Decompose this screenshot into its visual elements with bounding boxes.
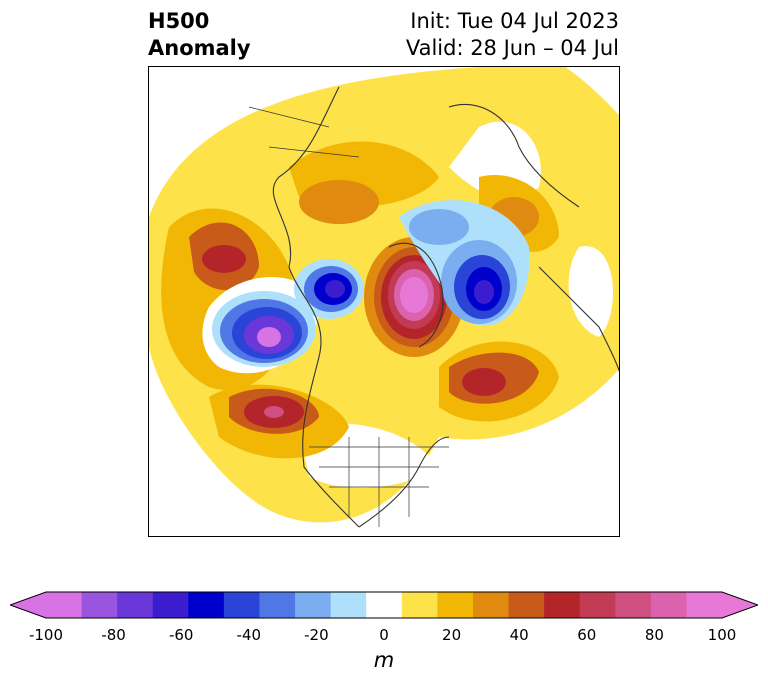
- title-field: Anomaly: [148, 36, 251, 60]
- colorbar-cell: [615, 592, 652, 618]
- colorbar-tick: -100: [28, 626, 64, 644]
- colorbar-unit: m: [373, 648, 395, 672]
- colorbar-tick: -60: [168, 626, 194, 644]
- colorbar-cell: [223, 592, 260, 618]
- valid-range: Valid: 28 Jun – 04 Jul: [405, 36, 619, 60]
- colorbar-over-arrow: [722, 592, 758, 618]
- coastlines: [272, 86, 619, 528]
- colorbar-cell: [401, 592, 438, 618]
- colorbar-tick-labels: -100 -80 -60 -40 -20 0 20 40 60 80 100: [0, 626, 768, 646]
- colorbar-cell: [544, 592, 581, 618]
- colorbar-cell: [295, 592, 332, 618]
- colorbar-tick: 0: [379, 626, 389, 644]
- colorbar-tick: 100: [707, 626, 737, 644]
- title-variable: H500: [148, 9, 210, 33]
- colorbar-under-arrow: [10, 592, 46, 618]
- colorbar-tick: -80: [101, 626, 126, 644]
- anomaly-shading: [149, 67, 619, 523]
- colorbar-cell: [366, 592, 403, 618]
- colorbar-cell: [579, 592, 616, 618]
- colorbar-cell: [437, 592, 474, 618]
- colorbar-tick: 20: [442, 626, 462, 644]
- anomaly-map: [149, 67, 619, 528]
- colorbar-tick: 60: [577, 626, 597, 644]
- colorbar-tick: -40: [236, 626, 262, 644]
- colorbar-cell: [259, 592, 296, 618]
- colorbar-cell: [188, 592, 225, 618]
- colorbar-tick: 40: [509, 626, 529, 644]
- colorbar: [10, 591, 758, 619]
- colorbar-cell: [686, 592, 723, 618]
- map-panel: [148, 66, 620, 537]
- title-block: H500 Anomaly: [148, 8, 251, 62]
- colorbar-cell: [81, 592, 118, 618]
- colorbar-cell: [508, 592, 545, 618]
- date-block: Init: Tue 04 Jul 2023 Valid: 28 Jun – 04…: [406, 8, 619, 62]
- colorbar-tick: 80: [644, 626, 664, 644]
- colorbar-cell: [330, 592, 367, 618]
- colorbar-tick: -20: [304, 626, 329, 644]
- political-borders: [248, 106, 449, 527]
- colorbar-cell: [650, 592, 687, 618]
- colorbar-cell: [152, 592, 189, 618]
- colorbar-cell: [46, 592, 83, 618]
- colorbar-cell: [117, 592, 154, 618]
- colorbar-cell: [472, 592, 510, 618]
- init-date: Init: Tue 04 Jul 2023: [410, 9, 619, 33]
